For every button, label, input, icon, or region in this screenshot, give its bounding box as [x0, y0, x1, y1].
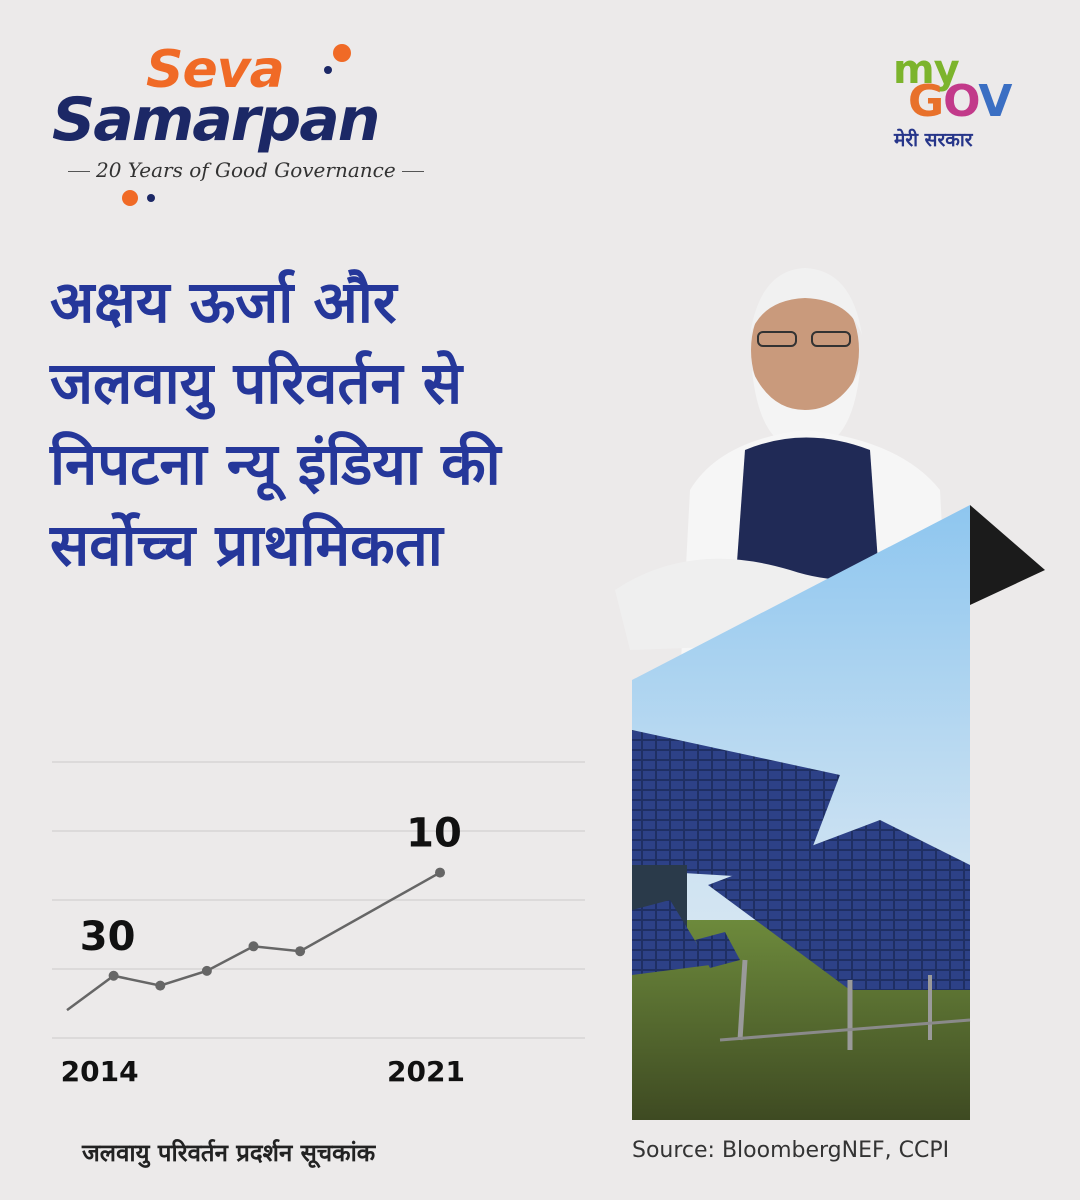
headline-line-2: जलवायु परिवर्तन से [50, 349, 463, 417]
headline-line-3: निपटना न्यू इंडिया की [50, 430, 501, 498]
chart-point [155, 980, 166, 991]
chart-data-label: 30 [80, 914, 136, 960]
brand-dot-orange-bottom [122, 190, 138, 206]
mygov-logo-gov: GOV [908, 76, 1012, 127]
solar-panels-image [632, 505, 971, 1120]
photo-collage [615, 268, 1045, 1120]
chart-caption: जलवायु परिवर्तन प्रदर्शन सूचकांक [82, 1139, 376, 1167]
chart-point [295, 946, 306, 957]
chart-point [108, 970, 119, 981]
ccpi-line-chart: 30 10 2014 2021 [52, 761, 585, 1088]
brand-samarpan-text: Samarpan [52, 85, 380, 155]
chart-point [435, 867, 445, 878]
brand-seva-text: Seva [146, 40, 285, 100]
chart-x-tick-label: 2014 [61, 1055, 139, 1088]
brand-dot-navy-small [324, 66, 332, 74]
chart-x-tick-label: 2021 [387, 1055, 465, 1088]
headline: अक्षय ऊर्जा और जलवायु परिवर्तन से निपटना… [50, 262, 610, 586]
mygov-logo-my: my [893, 47, 960, 93]
headline-line-1: अक्षय ऊर्जा और [50, 268, 397, 336]
mygov-caption: मेरी सरकार [894, 129, 973, 151]
decorative-triangle [970, 505, 1045, 605]
source-text: Source: BloombergNEF, CCPI [632, 1138, 950, 1163]
chart-data-label: 10 [406, 811, 462, 857]
headline-line-4: सर्वोच्च प्राथमिकता [50, 511, 443, 579]
brand-dot-navy-bottom [147, 194, 155, 202]
chart-point [248, 941, 259, 952]
chart-point [201, 965, 212, 976]
brand-dot-orange-large [333, 44, 351, 62]
brand-tagline: 20 Years of Good Governance [62, 158, 424, 182]
